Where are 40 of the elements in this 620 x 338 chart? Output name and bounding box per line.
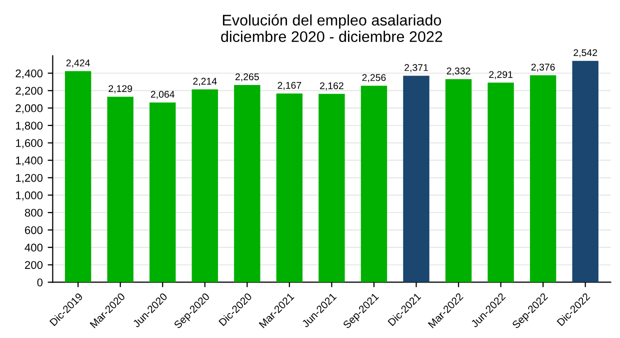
y-tick-label: 600 [25, 226, 43, 234]
bar [445, 79, 472, 282]
y-tick-label: 400 [24, 244, 43, 252]
bar [150, 102, 176, 282]
y-tick-label: 2,000 [16, 104, 43, 114]
y-tick-label: 1,800 [16, 122, 43, 131]
y-tick-label: 1,600 [16, 139, 43, 148]
bar [530, 75, 556, 282]
bar [572, 60, 598, 282]
y-tick-label: 200 [25, 261, 43, 269]
y-tick-label: 0 [37, 278, 43, 286]
data-label: 2,162 [320, 82, 344, 90]
data-label: 2,256 [362, 74, 386, 82]
data-label: 2,371 [404, 64, 428, 72]
data-label: 2,265 [235, 73, 259, 82]
bar [192, 89, 218, 282]
bar [107, 96, 134, 282]
y-tick-label: 2,200 [16, 86, 43, 96]
bar [64, 71, 92, 282]
chart-title: Evolución del empleo asalariado diciembre 2020 - diciembre 2022 [221, 14, 442, 42]
y-tick-label: 2,400 [16, 69, 43, 79]
bar [360, 86, 388, 282]
data-label: 2,542 [574, 49, 598, 58]
bar [318, 94, 345, 282]
data-label: 2,376 [531, 64, 555, 72]
bar [234, 84, 260, 282]
bar [403, 76, 430, 282]
data-label: 2,167 [278, 82, 302, 90]
bar [276, 93, 303, 282]
data-label: 2,332 [446, 68, 470, 76]
data-label: 2,291 [489, 71, 512, 80]
y-tick-label: 1,400 [16, 156, 43, 166]
y-tick-label: 800 [24, 208, 43, 217]
data-label: 2,424 [66, 60, 90, 68]
data-label: 2,129 [108, 85, 132, 94]
y-tick-label: 1,000 [16, 191, 43, 201]
data-label: 2,064 [150, 90, 174, 99]
bar [488, 82, 514, 282]
data-label: 2,214 [193, 78, 217, 86]
y-tick-label: 1,200 [16, 174, 43, 184]
